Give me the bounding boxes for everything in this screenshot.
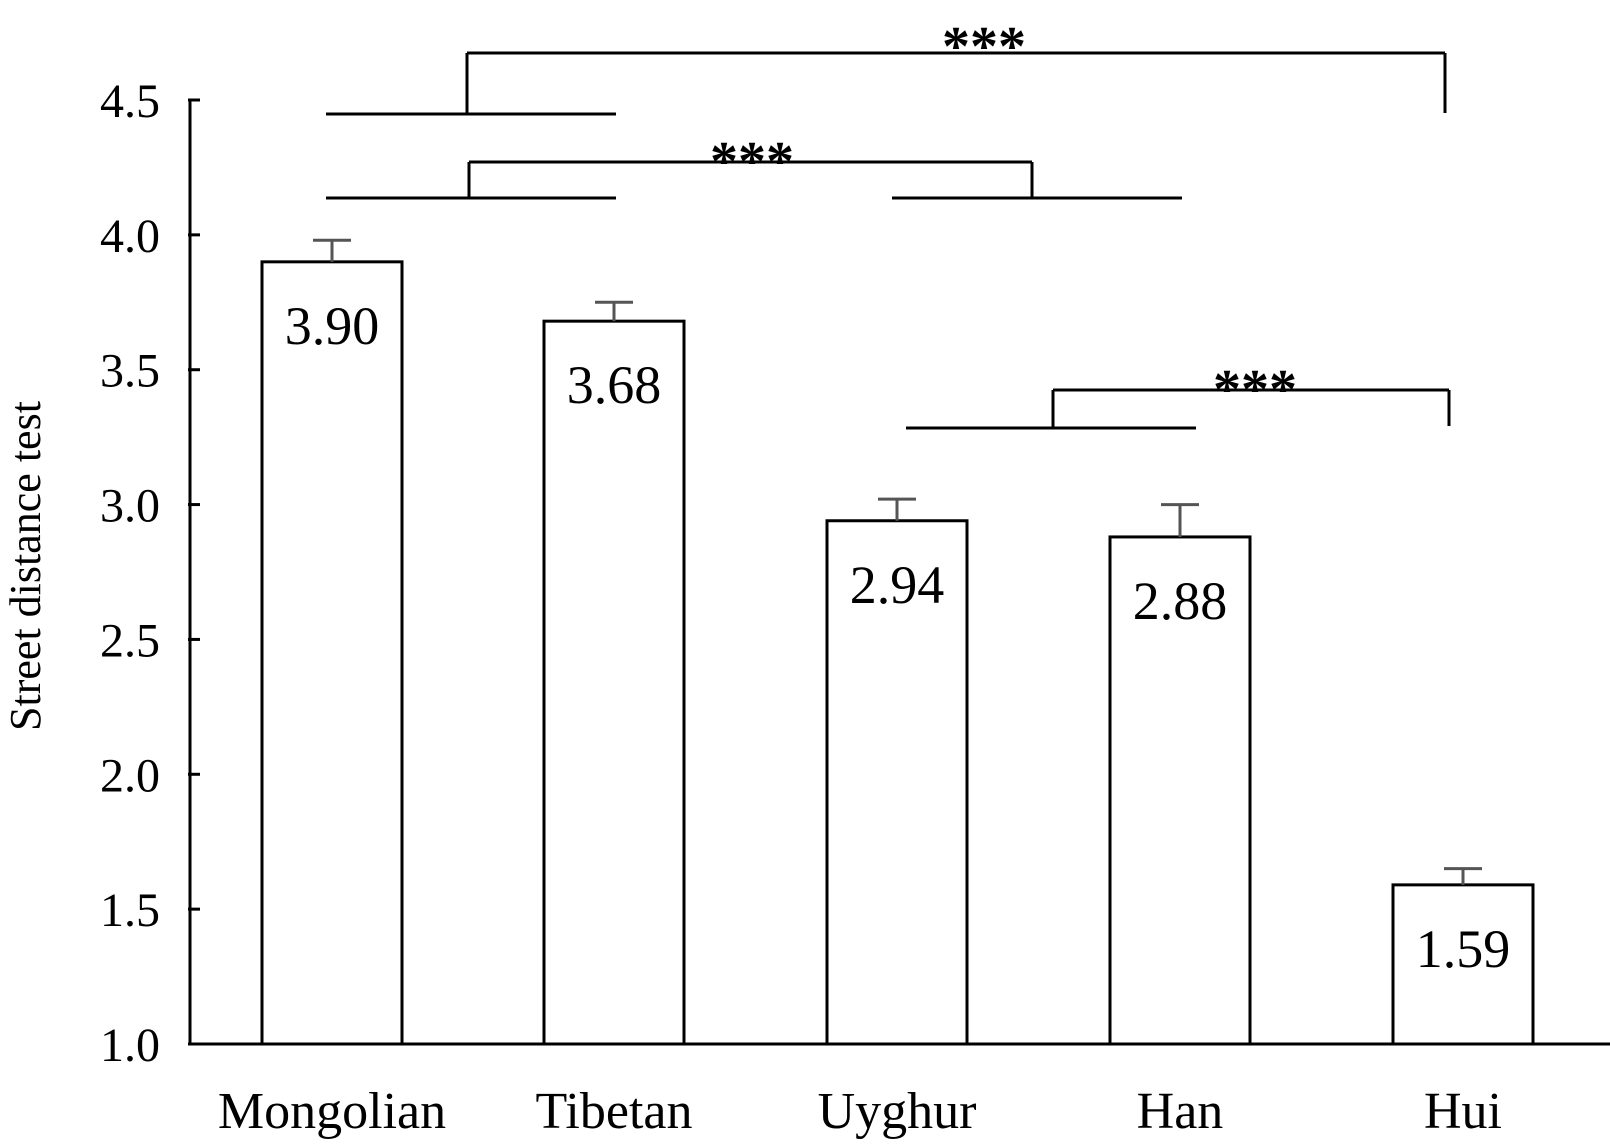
bar — [1391, 883, 1535, 1046]
bar — [1108, 535, 1252, 1046]
x-tick-label: Tibetan — [536, 1083, 693, 1140]
x-tick-label: Uyghur — [818, 1083, 977, 1140]
data-label: 1.59 — [1416, 919, 1511, 979]
y-tick-label: 3.5 — [100, 345, 160, 398]
y-tick-label: 1.5 — [100, 884, 160, 937]
data-label: 2.94 — [850, 555, 945, 615]
bar — [825, 519, 969, 1046]
y-tick-label: 4.5 — [100, 75, 160, 128]
x-tick-label: Mongolian — [218, 1083, 446, 1140]
y-tick-label: 1.0 — [100, 1019, 160, 1072]
data-label: 3.68 — [567, 355, 662, 415]
significance-label: *** — [710, 131, 794, 193]
y-axis-label: Street distance test — [1, 401, 50, 731]
significance-label: *** — [942, 16, 1026, 78]
x-tick-label: Hui — [1424, 1083, 1502, 1140]
significance-brackets: *** *** *** — [326, 16, 1451, 430]
bar — [542, 319, 686, 1046]
bar — [260, 260, 404, 1046]
data-label: 3.90 — [285, 296, 380, 356]
x-tick-label: Han — [1137, 1083, 1224, 1140]
data-label: 2.88 — [1133, 571, 1228, 631]
y-tick-label: 2.0 — [100, 749, 160, 802]
axes: 1.0 1.5 2.0 2.5 3.0 3.5 4.0 4.5 — [100, 75, 1610, 1072]
y-tick-label: 4.0 — [100, 210, 160, 263]
y-tick-label: 2.5 — [100, 614, 160, 667]
bars: 3.90 Mongolian 3.68 Tibetan 2.94 Uyghur 2.88 Ha… — [218, 238, 1535, 1140]
significance-label: *** — [1213, 359, 1297, 421]
y-tick-label: 3.0 — [100, 480, 160, 533]
